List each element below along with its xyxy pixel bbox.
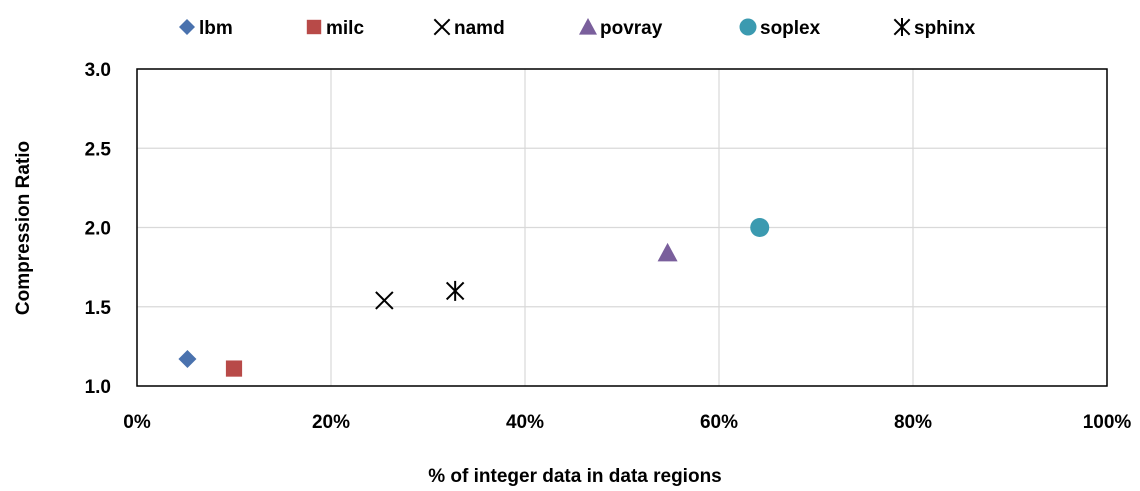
y-tick-label: 2.5	[85, 139, 112, 160]
data-points	[178, 218, 770, 377]
y-axis-label: Compression Ratio	[13, 141, 34, 315]
legend-item-soplex: soplex	[739, 18, 821, 39]
data-point-lbm	[178, 350, 197, 369]
x-tick-label: 60%	[700, 412, 738, 433]
data-point-soplex	[750, 218, 770, 237]
legend-label: sphinx	[914, 18, 976, 39]
legend-marker-diamond	[179, 19, 195, 35]
gridlines	[136, 68, 1108, 387]
x-tick-label: 40%	[506, 412, 544, 433]
legend-label: namd	[454, 18, 505, 39]
legend-item-sphinx: sphinx	[893, 18, 976, 39]
data-point-povray	[657, 242, 678, 262]
data-point-sphinx	[445, 280, 465, 301]
legend-item-povray: povray	[579, 18, 663, 39]
legend-label: povray	[600, 18, 663, 39]
y-tick-label: 1.0	[85, 377, 111, 398]
y-tick-label: 1.5	[85, 298, 112, 319]
x-tick-label: 0%	[123, 412, 151, 433]
y-tick-label: 2.0	[85, 219, 111, 240]
data-point-milc	[225, 360, 243, 377]
y-axis-ticks: 1.0 1.5 2.0 2.5 3.0	[85, 60, 112, 398]
legend-label: lbm	[199, 18, 233, 39]
legend: lbm milc namd povray soplex sphinx	[179, 18, 976, 39]
x-tick-label: 80%	[894, 412, 932, 433]
legend-label: milc	[326, 18, 364, 39]
legend-item-milc: milc	[306, 18, 364, 39]
x-axis-ticks: 0% 20% 40% 60% 80% 100%	[123, 412, 1131, 433]
legend-item-lbm: lbm	[179, 18, 233, 39]
legend-marker-square	[306, 19, 322, 35]
legend-marker-circle	[739, 18, 757, 36]
x-axis-label: % of integer data in data regions	[428, 466, 722, 487]
legend-marker-triangle	[579, 18, 597, 35]
x-stroke	[375, 291, 394, 310]
y-tick-label: 3.0	[85, 60, 111, 81]
legend-marker-x	[433, 18, 451, 36]
x-stroke	[433, 18, 451, 36]
legend-marker-asterisk	[893, 18, 911, 36]
legend-label: soplex	[760, 18, 821, 39]
x-tick-label: 100%	[1083, 412, 1132, 433]
x-tick-label: 20%	[312, 412, 350, 433]
data-point-namd	[375, 291, 394, 310]
plot-area-frame	[136, 68, 1108, 387]
legend-item-namd: namd	[433, 18, 505, 39]
